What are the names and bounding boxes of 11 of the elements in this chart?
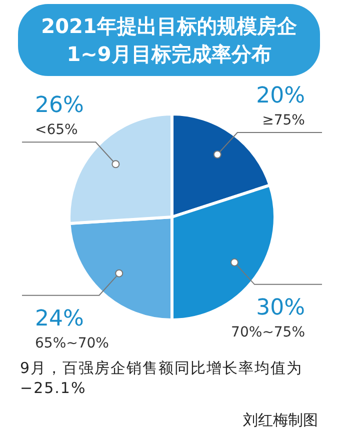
- data-label: 30%: [256, 295, 305, 320]
- data-label: 24%: [35, 306, 84, 332]
- text: 刘红梅制图: [243, 411, 318, 429]
- slice-label: 65%~70%: [35, 335, 109, 352]
- data-label: 26%: [35, 93, 84, 118]
- slice-label: 70%~75%: [231, 324, 305, 340]
- data-label: 20%: [256, 84, 305, 109]
- chart-title: 2021年提出目标的规模房企 1~9月目标完成率分布: [41, 14, 298, 66]
- slice-label: ≥75%: [262, 112, 305, 129]
- text: 9月，百强房企销售额同比增长率均值为−25.1%: [20, 358, 304, 398]
- slice-label: <65%: [35, 122, 78, 138]
